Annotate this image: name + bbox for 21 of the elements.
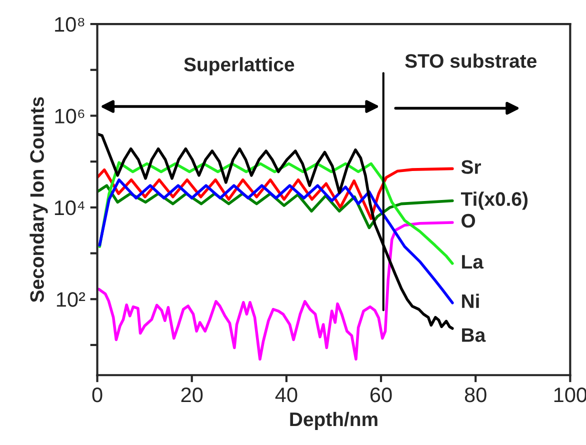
- x-tick-label: 20: [181, 387, 203, 402]
- series-label: Sr: [461, 160, 481, 174]
- line-series: [98, 178, 454, 304]
- y-axis-title: Secondary Ion Counts: [30, 97, 48, 302]
- annotation: STO substrate: [405, 54, 536, 68]
- x-axis-title: Depth/nm: [290, 412, 378, 430]
- y-tick-label: 10⁴: [54, 200, 84, 216]
- x-tick-label: 60: [370, 387, 392, 402]
- series-label: La: [462, 255, 484, 269]
- y-tick-label: 10⁸: [55, 17, 84, 32]
- line-series: [97, 221, 454, 361]
- x-tick-label: 40: [275, 387, 298, 402]
- y-tick-label: 10⁶: [55, 108, 84, 124]
- series-label: Ni: [462, 294, 479, 308]
- series-label: Ba: [462, 328, 486, 342]
- x-tick-label: 0: [92, 387, 102, 402]
- x-tick-label: 80: [464, 387, 486, 402]
- y-tick-label: 10²: [56, 292, 86, 307]
- series-label: Ti(x0.6): [460, 192, 528, 210]
- annotation: Superlattice: [184, 57, 294, 76]
- series-label: O: [462, 214, 476, 228]
